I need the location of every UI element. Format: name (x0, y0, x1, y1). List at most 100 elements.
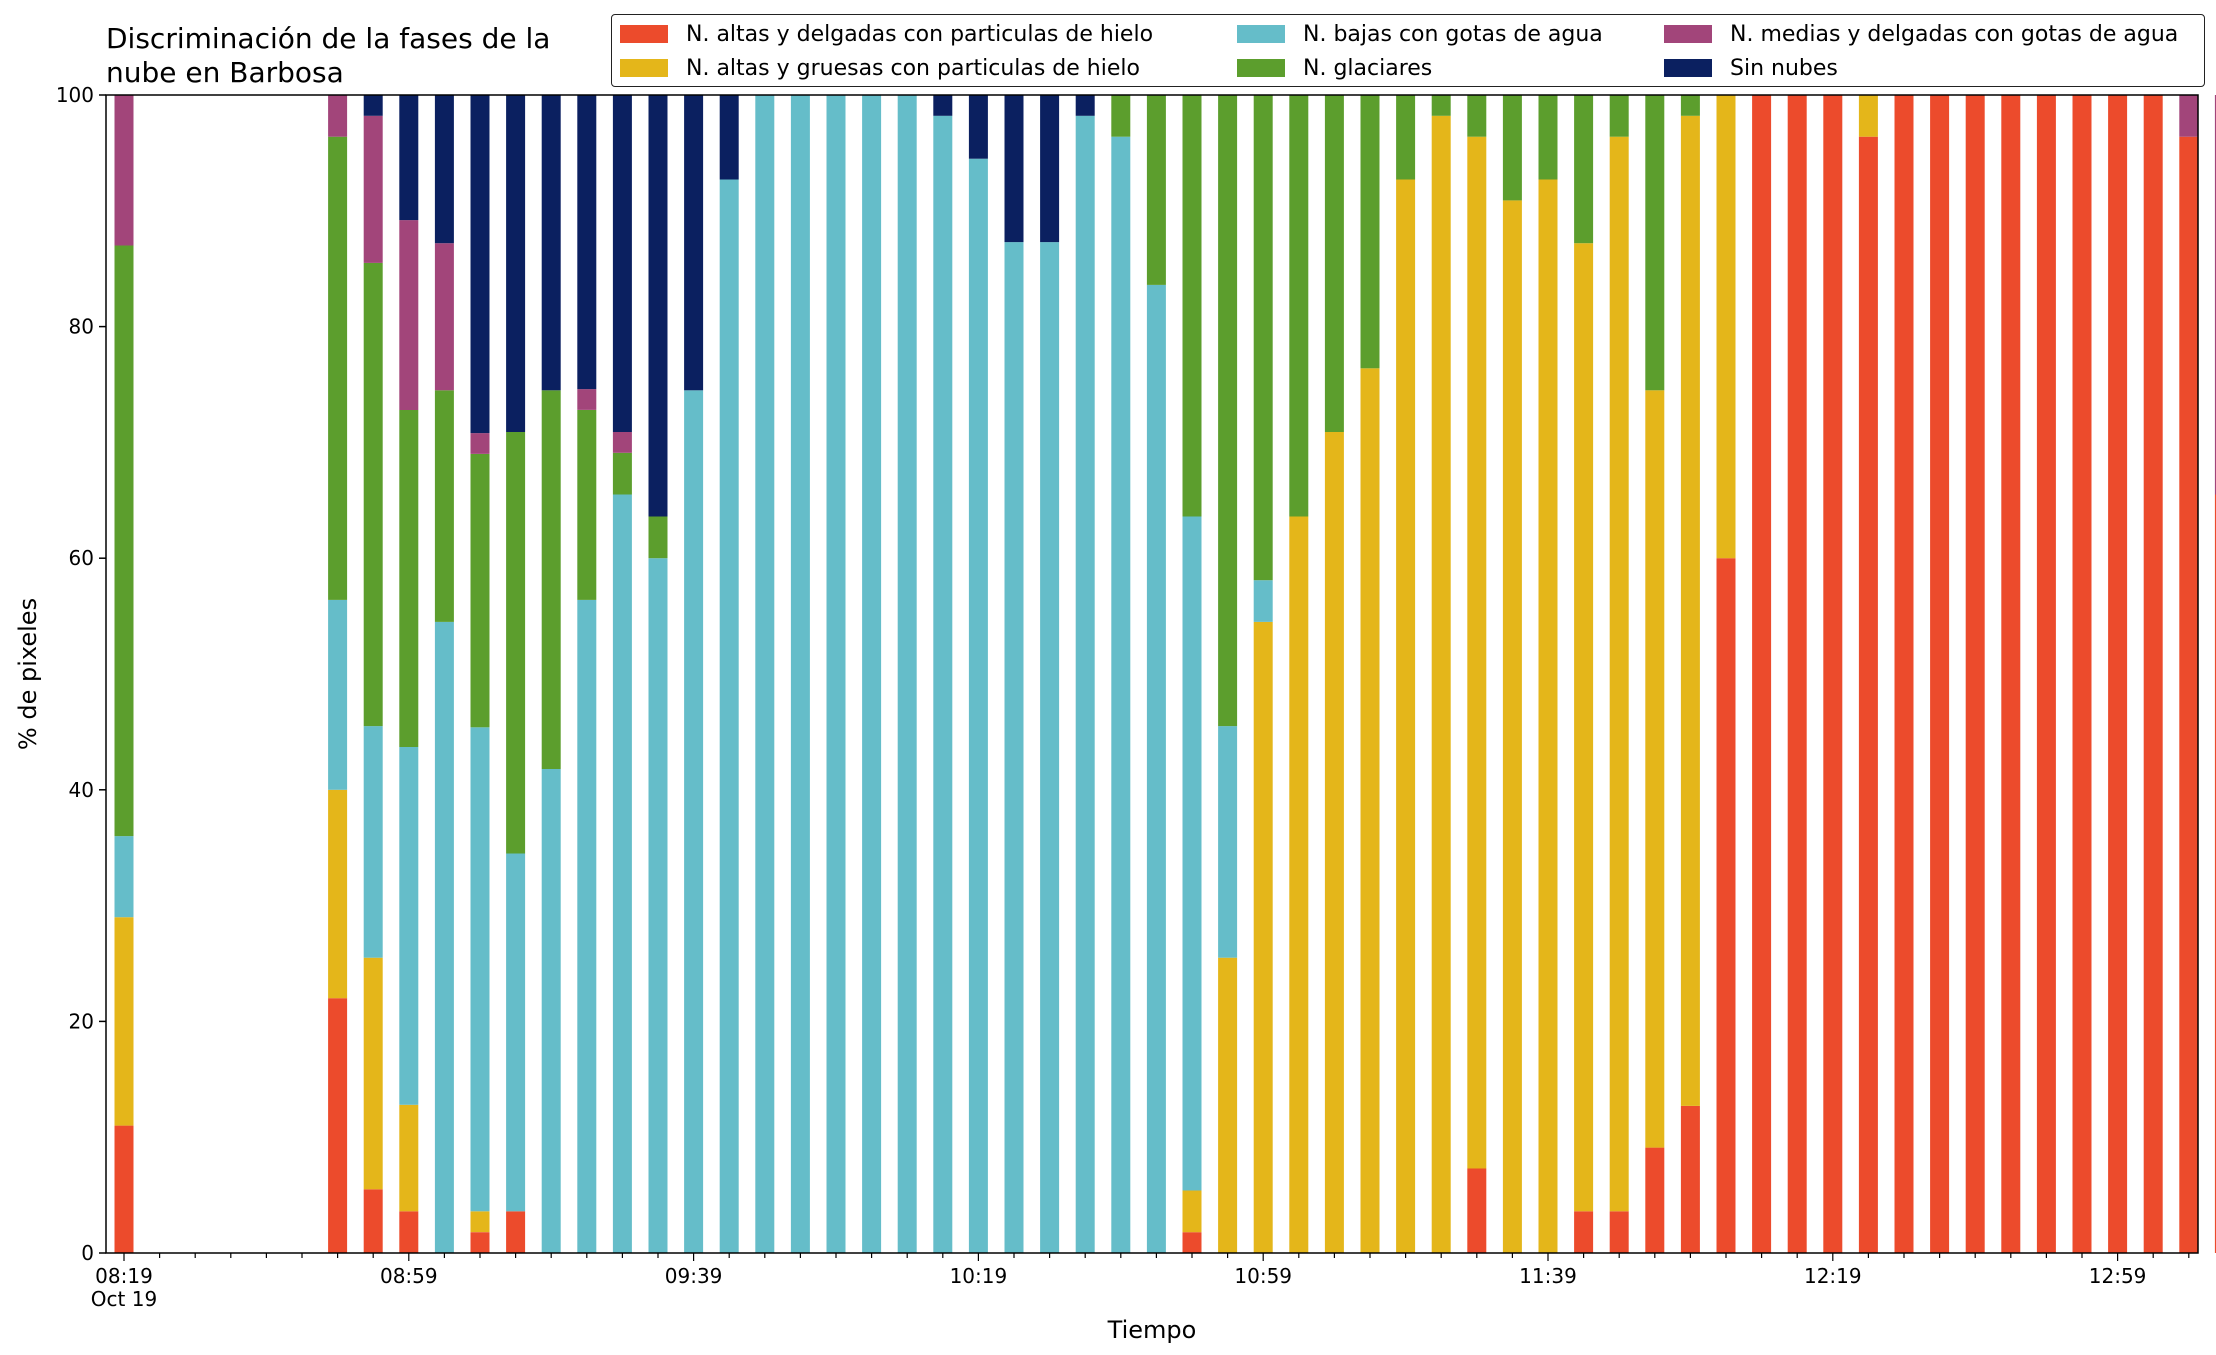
bar-segment (399, 410, 419, 747)
bar-segment (1289, 95, 1309, 517)
bar-segment (968, 158, 988, 1254)
bar-segment (506, 432, 526, 854)
bar-segment (363, 262, 383, 727)
legend-item: N. glaciares (1237, 53, 1432, 83)
bar-segment (1360, 95, 1380, 369)
legend-label: N. glaciares (1303, 55, 1433, 81)
bar-segment (506, 853, 526, 1212)
bar-segment (577, 410, 597, 600)
bar-segment (328, 998, 348, 1253)
bar-segment (648, 516, 668, 559)
bar-segment (1218, 957, 1238, 1253)
bar-segment (1396, 95, 1416, 180)
bar-segment (328, 95, 348, 137)
bar-segment (470, 433, 490, 454)
x-tick-label: 10:59 (1234, 1264, 1292, 1288)
x-tick-label: 09:39 (665, 1264, 723, 1288)
bar-segment (612, 494, 632, 1253)
bar-segment (363, 115, 383, 263)
bar-segment (1609, 136, 1629, 1212)
bar-segment (1858, 136, 1878, 1254)
bar-segment (684, 390, 704, 1253)
bar-segment (1253, 621, 1273, 1253)
x-axis-label: Tiempo (1107, 1316, 1197, 1344)
legend-label: N. altas y gruesas con particulas de hie… (686, 55, 1140, 81)
bar-segment (1538, 179, 1558, 1253)
x-tick-label: 11:39 (1519, 1264, 1577, 1288)
bar-segment (1467, 136, 1487, 1169)
bar-segment (1680, 115, 1700, 1106)
bar-segment (434, 390, 454, 622)
bar-segment (1502, 95, 1522, 201)
chart-title: Discriminación de la fases de la nube en… (106, 22, 551, 89)
y-tick-label: 0 (81, 1241, 94, 1265)
bar-segment (1645, 390, 1665, 1148)
bar-segment (933, 115, 953, 1253)
bar-segment (1431, 95, 1451, 116)
bar-segment (399, 747, 419, 1105)
bar-segment (1324, 432, 1344, 1253)
bar-segment (470, 1211, 490, 1233)
bar-segment (1146, 95, 1166, 285)
bar-segment (1716, 558, 1736, 1253)
bar-segment (470, 454, 490, 728)
bar-segment (1146, 284, 1166, 1253)
bar-segment (1894, 95, 1914, 1253)
bar-segment (2108, 95, 2128, 1253)
bar-segment (114, 245, 134, 837)
legend-swatch (1237, 25, 1285, 43)
x-tick-label: 12:19 (1804, 1264, 1862, 1288)
y-tick-label: 40 (69, 778, 94, 802)
bar-segment (719, 179, 739, 1253)
bar-segment (541, 390, 561, 769)
bar-segment (2072, 95, 2092, 1253)
bar-segment (2214, 95, 2216, 495)
bar-segment (1574, 1211, 1594, 1253)
bar-segment (1574, 243, 1594, 1212)
bar-segment (1004, 242, 1024, 1254)
bar-segment (577, 95, 597, 390)
legend-swatch (1237, 59, 1285, 77)
x-axis: 08:19 08:59 09:39 10:19 10:59 11:39 12:19 12:59… (91, 1253, 2190, 1311)
bar-segment (648, 558, 668, 1253)
legend-label: N. medias y delgadas con gotas de agua (1730, 21, 2179, 47)
y-tick-label: 60 (69, 546, 94, 570)
bar-segment (755, 95, 775, 1253)
bar-segment (328, 599, 348, 790)
bar-segment (541, 769, 561, 1253)
legend-label: N. altas y delgadas con particulas de hi… (686, 21, 1154, 47)
bar-segment (1182, 516, 1202, 1191)
bar-segment (506, 1211, 526, 1253)
bar-segment (399, 1104, 419, 1212)
bar-segment (1360, 368, 1380, 1253)
bar-segment (1111, 95, 1131, 137)
bar-segment (434, 621, 454, 1253)
bar-segment (399, 95, 419, 221)
bar-segment (968, 95, 988, 159)
y-tick-label: 100 (56, 83, 94, 107)
bar-segment (612, 452, 632, 495)
legend-swatch (1664, 25, 1712, 43)
bar-segment (1075, 115, 1095, 1253)
bar-segment (1253, 580, 1273, 622)
bar-segment (470, 95, 490, 434)
legend-item: N. altas y gruesas con particulas de hie… (620, 53, 1140, 83)
bar-segment (2214, 494, 2216, 1253)
x-tick-label: 08:19 (95, 1264, 153, 1288)
bar-segment (114, 1125, 134, 1253)
legend-swatch (620, 25, 668, 43)
bar-segment (1965, 95, 1985, 1253)
bar-segment (826, 95, 846, 1253)
bar-segment (1004, 95, 1024, 243)
bar-segment (1680, 1105, 1700, 1253)
legend-item: N. bajas con gotas de agua (1237, 19, 1603, 49)
bar-segment (1467, 95, 1487, 137)
bar-segment (862, 95, 882, 1253)
bar-segment (328, 136, 348, 600)
bar-segment (399, 1211, 419, 1253)
bar-segment (577, 389, 597, 410)
bar-segment (1111, 136, 1131, 1254)
bar-segment (1574, 95, 1594, 244)
bar-segment (612, 95, 632, 432)
